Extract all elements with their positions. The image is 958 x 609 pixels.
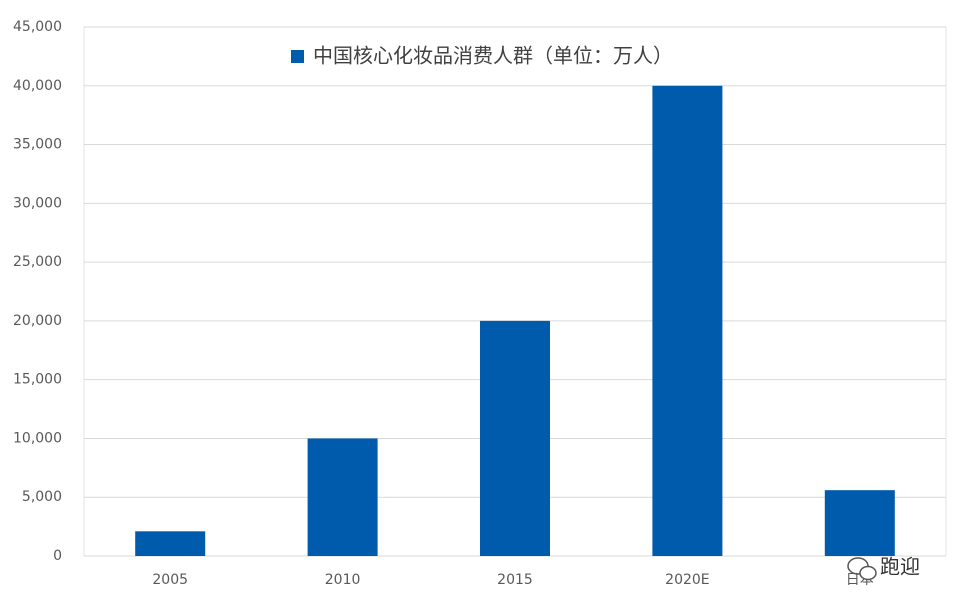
x-tick-label: 2010 <box>325 572 361 588</box>
legend-label: 中国核心化妆品消费人群（单位：万人） <box>313 44 673 68</box>
y-tick-label: 25,000 <box>13 254 62 270</box>
y-tick-label: 0 <box>53 548 62 564</box>
bar <box>135 531 206 556</box>
bar <box>652 85 723 557</box>
y-tick-label: 40,000 <box>13 78 62 94</box>
watermark: 跑迎 <box>880 555 920 579</box>
y-tick-label: 45,000 <box>13 19 62 35</box>
y-tick-label: 10,000 <box>13 430 62 446</box>
watermark-icon <box>847 557 877 581</box>
y-tick-label: 5,000 <box>22 489 62 505</box>
x-tick-label: 2020E <box>665 572 709 588</box>
bar <box>824 490 895 556</box>
y-tick-label: 20,000 <box>13 313 62 329</box>
y-tick-label: 35,000 <box>13 137 62 153</box>
y-tick-label: 15,000 <box>13 372 62 388</box>
x-tick-label: 2015 <box>497 572 533 588</box>
bar <box>307 438 378 556</box>
x-tick-label: 2005 <box>152 572 188 588</box>
legend-swatch <box>291 50 304 63</box>
y-tick-label: 30,000 <box>13 195 62 211</box>
bar <box>480 320 550 556</box>
